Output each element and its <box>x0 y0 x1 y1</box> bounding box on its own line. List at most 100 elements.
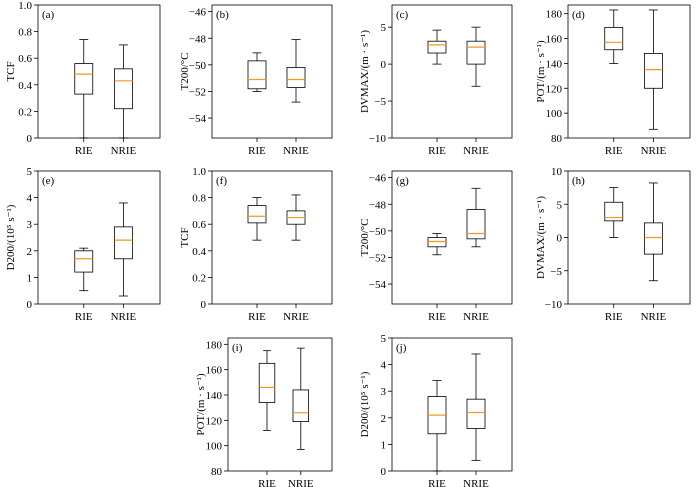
y-axis-label: POT/(m · s⁻¹) <box>195 373 207 436</box>
y-axis-label: DVMAX/(m · s⁻¹) <box>359 30 371 113</box>
plot-frame <box>567 170 691 305</box>
iqr-box <box>644 222 663 255</box>
box-rie <box>247 197 267 241</box>
y-tick-label: 160 <box>546 34 563 46</box>
panel-j: 0 1 2 3 4 5 (j) D200/(10⁵ s⁻¹) RIE NRIE <box>359 333 513 487</box>
y-tick-label: 2 <box>27 246 33 258</box>
iqr-box <box>74 63 94 95</box>
box-rie <box>427 29 447 65</box>
box-nrie <box>286 39 306 103</box>
x-tick-label: NRIE <box>641 145 667 157</box>
box-rie <box>247 52 267 92</box>
y-tick-label: −50 <box>189 60 207 72</box>
y-tick-label: 0 <box>201 299 207 311</box>
y-tick-label: −46 <box>189 7 207 19</box>
y-tick-label: 160 <box>206 365 223 377</box>
y-tick-label: 0.4 <box>18 80 32 92</box>
y-tick-label: 1.0 <box>192 166 206 178</box>
panel-label: (a) <box>42 9 55 21</box>
panel-label: (c) <box>396 9 409 21</box>
panel-label: (e) <box>42 175 55 187</box>
iqr-box <box>247 205 267 224</box>
panel-a: 0 0.2 0.4 0.6 0.8 1.0 (a) TCF RIE NRIE <box>5 0 161 157</box>
y-tick-label: 0.6 <box>192 219 206 231</box>
y-tick-label: 1 <box>27 272 33 284</box>
panel-f: 0 0.2 0.4 0.6 0.8 1.0 (f) TCF RIE NRIE <box>179 166 333 323</box>
panel-d: 80 100 120 140 160 180 (d) POT/(m · s⁻¹) RIE NRIE <box>535 4 691 157</box>
y-tick-label: 0 <box>27 299 33 311</box>
y-tick-label: 0 <box>381 466 387 478</box>
y-tick-label: −46 <box>369 173 387 185</box>
x-tick-label: RIE <box>428 311 446 323</box>
y-tick-label: 0.2 <box>192 272 206 284</box>
panel-label: (d) <box>572 9 585 21</box>
y-axis-label: D200/(10⁵ s⁻¹) <box>5 204 17 270</box>
y-tick-label: 0.8 <box>192 193 206 205</box>
iqr-box <box>258 362 276 404</box>
x-tick-label: NRIE <box>111 145 137 157</box>
y-tick-label: −50 <box>369 226 387 238</box>
box-rie <box>427 380 447 472</box>
x-tick-label: RIE <box>605 145 623 157</box>
y-axis-label: T200/°C <box>179 52 191 90</box>
box-nrie <box>114 202 133 297</box>
y-tick-label: −5 <box>374 96 386 108</box>
panel-label: (f) <box>216 175 227 187</box>
y-tick-label: −10 <box>545 299 563 311</box>
x-tick-label: RIE <box>428 145 446 157</box>
iqr-box <box>604 26 624 51</box>
box-nrie <box>644 9 663 130</box>
box-nrie <box>466 26 486 87</box>
y-tick-label: 5 <box>381 22 387 34</box>
y-tick-label: −10 <box>369 133 387 145</box>
y-axis-label: POT/(m · s⁻¹) <box>535 40 547 103</box>
iqr-box <box>292 389 310 422</box>
x-tick-label: RIE <box>428 478 446 487</box>
iqr-box <box>644 53 663 89</box>
y-tick-label: 140 <box>206 390 223 402</box>
iqr-box <box>247 60 267 90</box>
x-tick-label: RIE <box>75 145 93 157</box>
panel-c: −10 −5 0 5 (c) DVMAX/(m · s⁻¹) RIE NRIE <box>359 4 513 157</box>
box-nrie <box>466 187 486 248</box>
y-tick-label: 5 <box>557 199 563 211</box>
iqr-box <box>114 226 133 260</box>
panel-b: −54 −52 −50 −48 −46 (b) T200/°C RIE NRIE <box>179 4 333 157</box>
y-tick-label: 3 <box>27 219 33 231</box>
plot-frame <box>391 337 513 472</box>
iqr-box <box>466 40 486 65</box>
y-tick-label: −5 <box>550 266 562 278</box>
x-tick-label: NRIE <box>641 311 667 323</box>
box-rie <box>604 9 624 64</box>
panel-i: 80 100 120 140 160 180 (i) POT/(m · s⁻¹) RIE NRIE <box>195 337 333 487</box>
box-rie <box>74 39 94 139</box>
y-tick-label: 80 <box>551 133 563 145</box>
y-tick-label: 0.8 <box>18 27 32 39</box>
x-tick-label: NRIE <box>111 311 137 323</box>
iqr-box <box>114 68 133 110</box>
y-axis-label: D200/(10⁵ s⁻¹) <box>359 371 371 437</box>
iqr-box <box>427 237 447 248</box>
y-tick-label: 10 <box>551 166 563 178</box>
iqr-box <box>604 201 624 222</box>
y-tick-label: 4 <box>381 360 387 372</box>
y-tick-label: 1.0 <box>18 0 32 12</box>
panel-label: (b) <box>216 9 229 21</box>
y-tick-label: −52 <box>369 252 386 264</box>
y-tick-label: 5 <box>27 166 33 178</box>
y-tick-label: 0.4 <box>192 246 206 258</box>
iqr-box <box>74 250 94 273</box>
y-tick-label: −54 <box>189 113 207 125</box>
x-tick-label: RIE <box>248 145 266 157</box>
iqr-box <box>466 398 486 429</box>
y-tick-label: 0 <box>557 233 563 245</box>
box-nrie <box>644 182 663 282</box>
x-tick-label: RIE <box>248 311 266 323</box>
panel-label: (h) <box>572 175 585 187</box>
iqr-box <box>286 67 306 88</box>
y-tick-label: 3 <box>381 386 387 398</box>
y-tick-label: 0 <box>381 59 387 71</box>
y-tick-label: 100 <box>206 441 223 453</box>
y-tick-label: 120 <box>206 415 223 427</box>
y-tick-label: −48 <box>369 199 387 211</box>
